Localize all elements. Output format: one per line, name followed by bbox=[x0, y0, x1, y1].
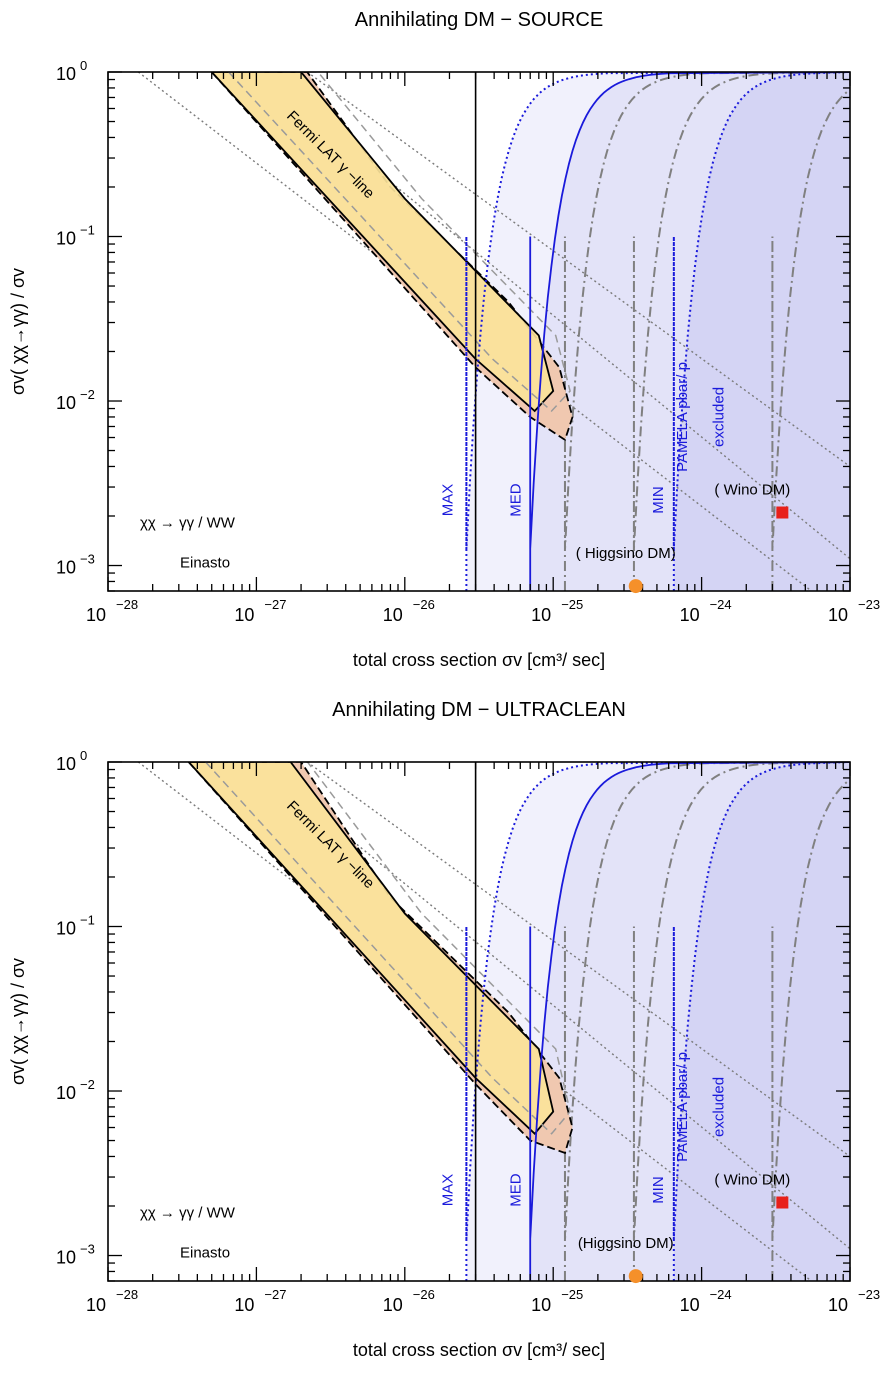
plot-frame bbox=[107, 761, 851, 1282]
pamela-excluded-label: excluded bbox=[710, 387, 727, 447]
fermi-sub-contour bbox=[204, 762, 571, 1135]
x-tick-label: 10 bbox=[828, 1295, 848, 1315]
y-axis-label: σv( χχ→γγ) / σv bbox=[8, 268, 28, 395]
wino-label: ( Wino DM) bbox=[714, 1172, 790, 1189]
x-tick-label: 10 bbox=[86, 605, 106, 625]
grey-bound-line bbox=[632, 762, 850, 1281]
med-label: MED bbox=[507, 1173, 524, 1207]
x-tick-label: 10 bbox=[828, 605, 848, 625]
y-tick-label-exponent: −3 bbox=[80, 552, 95, 567]
pamela-label: PAMELA pbar/ p bbox=[674, 362, 691, 472]
wino-marker bbox=[776, 1196, 789, 1209]
x-tick-label-exponent: −24 bbox=[710, 597, 732, 612]
min-label: MIN bbox=[650, 1176, 667, 1204]
profile-label: Einasto bbox=[180, 1245, 230, 1262]
grey-bound-line bbox=[563, 762, 850, 1281]
x-tick-label-exponent: −23 bbox=[858, 597, 880, 612]
y-tick-label: 10 bbox=[56, 754, 76, 774]
y-tick-label-exponent: −1 bbox=[80, 913, 95, 928]
pamela-excluded-label: excluded bbox=[710, 1077, 727, 1137]
profile-label: Einasto bbox=[180, 555, 230, 572]
chart-ultraclean: Annihilating DM − ULTRACLEAN 10 −28 10 −27 10… bbox=[8, 699, 880, 1360]
channel-label: χχ → γγ / WW bbox=[140, 1205, 236, 1222]
x-tick-label-exponent: −25 bbox=[561, 1287, 583, 1302]
x-tick-label: 10 bbox=[383, 605, 403, 625]
plot-area bbox=[137, 762, 850, 1281]
wino-label: ( Wino DM) bbox=[714, 482, 790, 499]
grey-bound-line bbox=[563, 72, 850, 591]
chart-source: Annihilating DM − SOURCE 10 −28 10 −27 10 −26 1… bbox=[8, 9, 880, 670]
wino-marker bbox=[776, 506, 789, 519]
x-axis-label: total cross section σv [cm³/ sec] bbox=[353, 1340, 605, 1360]
pamela-region-min bbox=[673, 762, 850, 1281]
grey-diagonal-line bbox=[306, 72, 850, 468]
pamela-label: PAMELA pbar/ p bbox=[674, 1052, 691, 1162]
fermi-region-inner bbox=[210, 72, 555, 413]
higgsino-marker bbox=[628, 1269, 643, 1284]
x-tick-label-exponent: −24 bbox=[710, 1287, 732, 1302]
y-tick-label: 10 bbox=[56, 1083, 76, 1103]
channel-label: χχ → γγ / WW bbox=[140, 515, 236, 532]
x-tick-label-exponent: −27 bbox=[264, 597, 286, 612]
grey-diagonal-line bbox=[306, 762, 850, 1158]
pamela-region-min bbox=[673, 72, 850, 591]
grey-bound-line bbox=[771, 762, 850, 1281]
x-tick-label-exponent: −25 bbox=[561, 597, 583, 612]
med-label: MED bbox=[507, 483, 524, 516]
grey-bound-line bbox=[632, 72, 850, 591]
x-tick-label-exponent: −26 bbox=[413, 597, 435, 612]
x-tick-label: 10 bbox=[383, 1295, 403, 1315]
y-axis-label: σv( χχ→γγ) / σv bbox=[8, 958, 28, 1085]
pamela-line-med bbox=[529, 762, 850, 1281]
chart-title: Annihilating DM − ULTRACLEAN bbox=[332, 699, 626, 721]
min-label: MIN bbox=[650, 486, 667, 513]
higgsino-label: ( Higgsino DM) bbox=[576, 545, 676, 562]
x-tick-label: 10 bbox=[234, 1295, 254, 1315]
x-tick-label-exponent: −26 bbox=[413, 1287, 435, 1302]
higgsino-label: (Higgsino DM) bbox=[578, 1235, 674, 1252]
fermi-region-inner bbox=[187, 762, 555, 1136]
x-tick-label-exponent: −27 bbox=[264, 1287, 286, 1302]
y-tick-label-exponent: −2 bbox=[80, 1077, 95, 1092]
x-tick-label-exponent: −28 bbox=[116, 597, 138, 612]
y-tick-label-exponent: −1 bbox=[80, 223, 95, 238]
x-tick-label: 10 bbox=[531, 1295, 551, 1315]
y-tick-label: 10 bbox=[56, 64, 76, 84]
y-tick-label-exponent: −3 bbox=[80, 1242, 95, 1257]
y-tick-label: 10 bbox=[56, 393, 76, 413]
x-axis-label: total cross section σv [cm³/ sec] bbox=[353, 650, 605, 670]
y-tick-label-exponent: 0 bbox=[80, 748, 87, 763]
y-tick-label: 10 bbox=[56, 229, 76, 249]
y-tick-label: 10 bbox=[56, 558, 76, 578]
ticks bbox=[107, 71, 851, 592]
x-tick-label: 10 bbox=[680, 605, 700, 625]
y-tick-label-exponent: 0 bbox=[80, 58, 87, 73]
plot-area bbox=[137, 72, 850, 591]
y-tick-label-exponent: −2 bbox=[80, 387, 95, 402]
x-tick-label: 10 bbox=[234, 605, 254, 625]
max-label: MAX bbox=[440, 1174, 457, 1207]
chart-title: Annihilating DM − SOURCE bbox=[355, 9, 603, 31]
y-tick-label: 10 bbox=[56, 919, 76, 939]
y-tick-label: 10 bbox=[56, 1248, 76, 1268]
x-tick-label-exponent: −23 bbox=[858, 1287, 880, 1302]
plot-frame bbox=[107, 71, 851, 592]
fermi-sub-contour bbox=[227, 72, 571, 413]
x-tick-label: 10 bbox=[86, 1295, 106, 1315]
higgsino-marker bbox=[628, 579, 643, 594]
grey-bound-line bbox=[771, 72, 850, 591]
x-tick-label: 10 bbox=[680, 1295, 700, 1315]
x-tick-label: 10 bbox=[531, 605, 551, 625]
pamela-line-med bbox=[529, 72, 850, 591]
ticks bbox=[107, 761, 851, 1282]
max-label: MAX bbox=[440, 484, 457, 517]
x-tick-label-exponent: −28 bbox=[116, 1287, 138, 1302]
